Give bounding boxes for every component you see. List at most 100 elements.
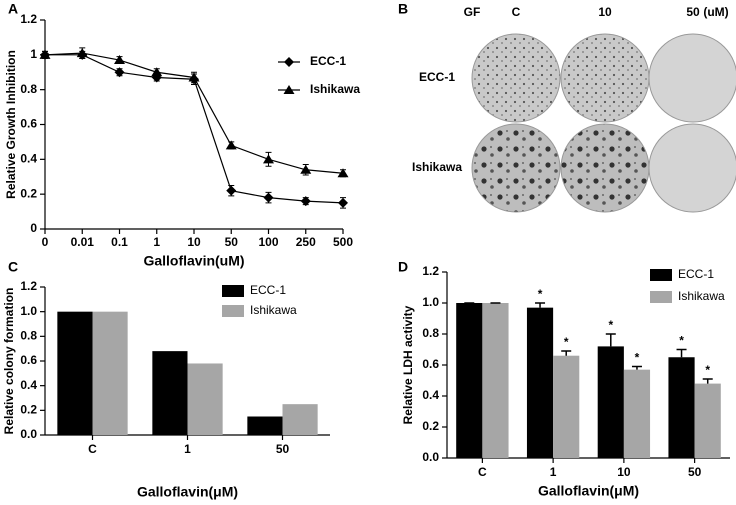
x-tick-label: 1	[184, 442, 191, 456]
column-unit: (uM)	[703, 5, 728, 19]
legend-label: ECC-1	[678, 267, 714, 281]
panel-label: C	[8, 259, 18, 275]
panel-label: D	[398, 259, 408, 275]
bar	[456, 303, 483, 458]
error-bar	[702, 378, 713, 384]
y-tick-label: 0.8	[20, 82, 37, 96]
marker	[337, 168, 349, 178]
bar	[57, 311, 93, 435]
x-axis-title: Galloflavin(μM)	[137, 484, 238, 500]
x-tick-label: 10	[187, 235, 201, 249]
bar	[668, 357, 695, 458]
x-tick-label: 50	[225, 235, 239, 249]
x-tick-label: 0.1	[111, 235, 128, 249]
colony-well	[648, 123, 736, 213]
significance: *	[564, 335, 569, 349]
panel-label: B	[398, 1, 408, 17]
y-tick-label: 0	[30, 221, 37, 235]
marker	[39, 49, 51, 59]
y-tick-label: 0.6	[20, 353, 37, 367]
y-tick-label: 0.6	[20, 117, 37, 131]
significance: *	[705, 363, 710, 377]
x-tick-label: 50	[276, 442, 290, 456]
panel-label: A	[8, 1, 18, 17]
y-tick-label: 1.2	[20, 279, 37, 293]
marker	[151, 67, 163, 77]
y-tick-label: 0.0	[422, 450, 439, 464]
y-axis-title: Relative LDH activity	[401, 305, 415, 424]
column-header: GF	[464, 5, 481, 19]
marker	[300, 196, 311, 207]
x-tick-label: 0.01	[71, 235, 95, 249]
x-tick-label: C	[478, 465, 487, 479]
row-label: ECC-1	[419, 70, 455, 84]
marker	[263, 192, 274, 203]
x-axis-title: Galloflavin(μM)	[538, 483, 639, 499]
bar	[526, 307, 554, 458]
marker	[263, 154, 274, 164]
y-tick-label: 0.2	[422, 419, 439, 433]
y-tick-label: 0.4	[20, 152, 37, 166]
y-tick-label: 0.2	[20, 403, 37, 417]
x-tick-label: 1	[550, 465, 557, 479]
bar	[553, 355, 580, 458]
y-tick-label: 0.0	[20, 427, 37, 441]
marker	[226, 185, 237, 196]
bar	[694, 383, 721, 458]
error-bar	[561, 350, 572, 356]
row-label: Ishikawa	[412, 160, 462, 174]
bar	[187, 363, 223, 435]
legend-swatch	[650, 269, 672, 281]
y-axis-title: Relative colony formation	[2, 288, 16, 435]
legend-swatch	[222, 305, 244, 317]
colony-well	[471, 33, 561, 123]
colony-well	[560, 33, 650, 123]
y-tick-label: 1.0	[20, 304, 37, 318]
y-tick-label: 0.8	[422, 326, 439, 340]
legend-label: ECC-1	[310, 54, 346, 68]
y-axis-title: Relative Growth Inhibition	[4, 50, 18, 199]
y-tick-label: 0.4	[422, 388, 439, 402]
bar	[282, 404, 318, 435]
significance: *	[679, 334, 684, 348]
error-bar	[605, 333, 616, 347]
y-tick-label: 1.2	[422, 264, 439, 278]
marker	[284, 57, 294, 67]
x-tick-label: 1	[153, 235, 160, 249]
y-tick-label: 0.8	[20, 329, 37, 343]
legend-label: ECC-1	[250, 283, 286, 297]
x-axis-title: Galloflavin(uM)	[143, 253, 244, 269]
marker	[76, 48, 88, 58]
bar	[482, 303, 509, 458]
significance: *	[608, 318, 613, 332]
x-tick-label: 10	[617, 465, 631, 479]
y-tick-label: 1	[30, 47, 37, 61]
significance: *	[635, 351, 640, 365]
column-label: 10	[598, 5, 612, 19]
bar	[247, 416, 283, 435]
x-tick-label: C	[88, 442, 97, 456]
error-bar	[535, 302, 546, 308]
x-tick-label: 100	[258, 235, 278, 249]
x-tick-label: 50	[688, 465, 702, 479]
marker	[188, 72, 200, 82]
y-tick-label: 0.4	[20, 378, 37, 392]
y-tick-label: 1.2	[20, 12, 37, 26]
bar	[152, 351, 188, 435]
legend-swatch	[222, 285, 244, 297]
legend-label: Ishikawa	[678, 289, 725, 303]
y-tick-label: 0.6	[422, 357, 439, 371]
colony-well	[648, 33, 736, 123]
x-tick-label: 250	[296, 235, 316, 249]
legend-label: Ishikawa	[310, 82, 360, 96]
bar	[597, 346, 624, 458]
marker	[338, 197, 348, 208]
significance: *	[538, 287, 543, 301]
colony-well	[560, 123, 650, 213]
bar	[92, 311, 128, 435]
error-bar	[676, 348, 687, 358]
column-label: C	[512, 5, 521, 19]
marker	[114, 67, 125, 78]
y-tick-label: 0.2	[20, 186, 37, 200]
